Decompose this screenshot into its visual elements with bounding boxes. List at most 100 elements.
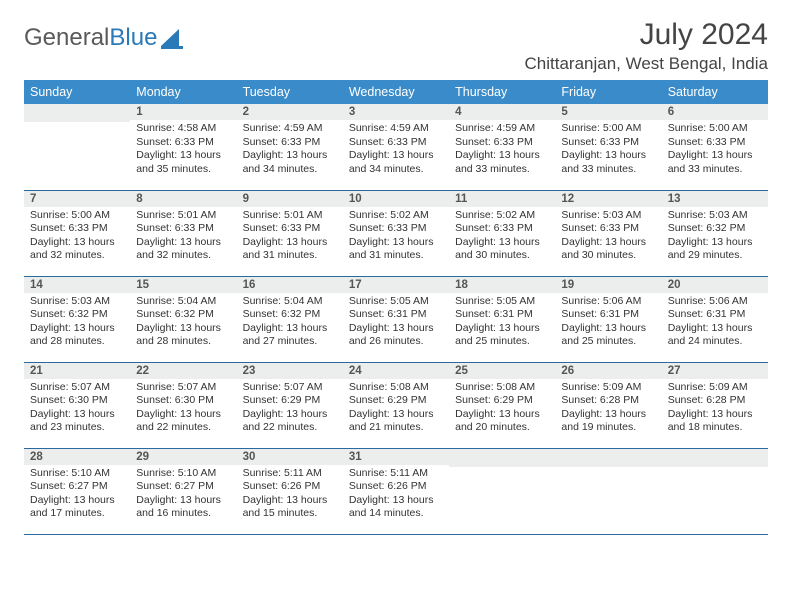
day-details: Sunrise: 5:01 AMSunset: 6:33 PMDaylight:…: [237, 207, 343, 268]
day-details: Sunrise: 5:11 AMSunset: 6:26 PMDaylight:…: [237, 465, 343, 526]
weekday-header: Wednesday: [343, 80, 449, 104]
daylight-line: Daylight: 13 hours and 18 minutes.: [668, 408, 762, 435]
calendar-day-cell: 10Sunrise: 5:02 AMSunset: 6:33 PMDayligh…: [343, 190, 449, 276]
day-number: 6: [662, 104, 768, 120]
day-details: Sunrise: 5:05 AMSunset: 6:31 PMDaylight:…: [343, 293, 449, 354]
month-title: July 2024: [525, 18, 769, 52]
day-number: 12: [555, 191, 661, 207]
calendar-body: 1Sunrise: 4:58 AMSunset: 6:33 PMDaylight…: [24, 104, 768, 534]
sunrise-line: Sunrise: 4:59 AM: [243, 122, 337, 136]
weekday-header: Sunday: [24, 80, 130, 104]
daylight-line: Daylight: 13 hours and 14 minutes.: [349, 494, 443, 521]
daylight-line: Daylight: 13 hours and 21 minutes.: [349, 408, 443, 435]
sunset-line: Sunset: 6:31 PM: [349, 308, 443, 322]
calendar-day-cell: 3Sunrise: 4:59 AMSunset: 6:33 PMDaylight…: [343, 104, 449, 190]
day-details: Sunrise: 5:08 AMSunset: 6:29 PMDaylight:…: [449, 379, 555, 440]
sunset-line: Sunset: 6:33 PM: [30, 222, 124, 236]
calendar-day-cell: 2Sunrise: 4:59 AMSunset: 6:33 PMDaylight…: [237, 104, 343, 190]
sunrise-line: Sunrise: 5:01 AM: [243, 209, 337, 223]
calendar-day-cell: 18Sunrise: 5:05 AMSunset: 6:31 PMDayligh…: [449, 276, 555, 362]
day-number: 2: [237, 104, 343, 120]
calendar-day-cell: 14Sunrise: 5:03 AMSunset: 6:32 PMDayligh…: [24, 276, 130, 362]
day-details: Sunrise: 4:59 AMSunset: 6:33 PMDaylight:…: [237, 120, 343, 181]
daylight-line: Daylight: 13 hours and 20 minutes.: [455, 408, 549, 435]
sunset-line: Sunset: 6:32 PM: [30, 308, 124, 322]
daylight-line: Daylight: 13 hours and 30 minutes.: [561, 236, 655, 263]
day-number: 14: [24, 277, 130, 293]
calendar-table: SundayMondayTuesdayWednesdayThursdayFrid…: [24, 80, 768, 535]
calendar-day-cell: 29Sunrise: 5:10 AMSunset: 6:27 PMDayligh…: [130, 448, 236, 534]
sunrise-line: Sunrise: 5:00 AM: [30, 209, 124, 223]
day-number: 25: [449, 363, 555, 379]
calendar-day-cell: 6Sunrise: 5:00 AMSunset: 6:33 PMDaylight…: [662, 104, 768, 190]
day-details: Sunrise: 5:07 AMSunset: 6:30 PMDaylight:…: [24, 379, 130, 440]
daylight-line: Daylight: 13 hours and 32 minutes.: [136, 236, 230, 263]
day-details: Sunrise: 5:03 AMSunset: 6:33 PMDaylight:…: [555, 207, 661, 268]
weekday-header: Saturday: [662, 80, 768, 104]
daylight-line: Daylight: 13 hours and 33 minutes.: [561, 149, 655, 176]
sunrise-line: Sunrise: 5:02 AM: [455, 209, 549, 223]
sunrise-line: Sunrise: 5:05 AM: [349, 295, 443, 309]
sunrise-line: Sunrise: 5:10 AM: [30, 467, 124, 481]
sunset-line: Sunset: 6:33 PM: [668, 136, 762, 150]
sunset-line: Sunset: 6:31 PM: [455, 308, 549, 322]
day-number: 4: [449, 104, 555, 120]
sunset-line: Sunset: 6:32 PM: [668, 222, 762, 236]
daylight-line: Daylight: 13 hours and 31 minutes.: [243, 236, 337, 263]
sunrise-line: Sunrise: 5:02 AM: [349, 209, 443, 223]
sunrise-line: Sunrise: 5:06 AM: [668, 295, 762, 309]
day-details: Sunrise: 5:10 AMSunset: 6:27 PMDaylight:…: [24, 465, 130, 526]
daylight-line: Daylight: 13 hours and 33 minutes.: [668, 149, 762, 176]
day-details: Sunrise: 5:05 AMSunset: 6:31 PMDaylight:…: [449, 293, 555, 354]
sunset-line: Sunset: 6:26 PM: [349, 480, 443, 494]
calendar-day-cell: 23Sunrise: 5:07 AMSunset: 6:29 PMDayligh…: [237, 362, 343, 448]
day-details: Sunrise: 5:00 AMSunset: 6:33 PMDaylight:…: [555, 120, 661, 181]
day-number: 27: [662, 363, 768, 379]
sunset-line: Sunset: 6:28 PM: [561, 394, 655, 408]
day-number: 29: [130, 449, 236, 465]
day-details: Sunrise: 5:07 AMSunset: 6:29 PMDaylight:…: [237, 379, 343, 440]
day-number: 31: [343, 449, 449, 465]
day-details: Sunrise: 5:11 AMSunset: 6:26 PMDaylight:…: [343, 465, 449, 526]
calendar-day-cell: 28Sunrise: 5:10 AMSunset: 6:27 PMDayligh…: [24, 448, 130, 534]
daylight-line: Daylight: 13 hours and 34 minutes.: [243, 149, 337, 176]
daylight-line: Daylight: 13 hours and 25 minutes.: [561, 322, 655, 349]
weekday-header: Thursday: [449, 80, 555, 104]
daylight-line: Daylight: 13 hours and 31 minutes.: [349, 236, 443, 263]
calendar-day-cell: 15Sunrise: 5:04 AMSunset: 6:32 PMDayligh…: [130, 276, 236, 362]
sunrise-line: Sunrise: 5:09 AM: [561, 381, 655, 395]
daylight-line: Daylight: 13 hours and 35 minutes.: [136, 149, 230, 176]
sunrise-line: Sunrise: 5:06 AM: [561, 295, 655, 309]
sunset-line: Sunset: 6:33 PM: [243, 222, 337, 236]
day-number: 7: [24, 191, 130, 207]
logo-text-gray: General: [24, 24, 109, 52]
calendar-day-cell: 31Sunrise: 5:11 AMSunset: 6:26 PMDayligh…: [343, 448, 449, 534]
sunset-line: Sunset: 6:33 PM: [243, 136, 337, 150]
empty-daynum: [555, 449, 661, 467]
calendar-day-cell: 21Sunrise: 5:07 AMSunset: 6:30 PMDayligh…: [24, 362, 130, 448]
sunrise-line: Sunrise: 4:59 AM: [349, 122, 443, 136]
empty-daynum: [449, 449, 555, 467]
day-details: Sunrise: 5:06 AMSunset: 6:31 PMDaylight:…: [662, 293, 768, 354]
daylight-line: Daylight: 13 hours and 28 minutes.: [30, 322, 124, 349]
daylight-line: Daylight: 13 hours and 29 minutes.: [668, 236, 762, 263]
day-number: 28: [24, 449, 130, 465]
calendar-empty-cell: [662, 448, 768, 534]
sunrise-line: Sunrise: 5:08 AM: [349, 381, 443, 395]
day-number: 17: [343, 277, 449, 293]
sunrise-line: Sunrise: 5:09 AM: [668, 381, 762, 395]
sunrise-line: Sunrise: 5:11 AM: [349, 467, 443, 481]
calendar-day-cell: 8Sunrise: 5:01 AMSunset: 6:33 PMDaylight…: [130, 190, 236, 276]
day-number: 16: [237, 277, 343, 293]
sunrise-line: Sunrise: 5:01 AM: [136, 209, 230, 223]
day-number: 24: [343, 363, 449, 379]
sunrise-line: Sunrise: 5:11 AM: [243, 467, 337, 481]
day-details: Sunrise: 5:08 AMSunset: 6:29 PMDaylight:…: [343, 379, 449, 440]
empty-daynum: [24, 104, 130, 122]
daylight-line: Daylight: 13 hours and 25 minutes.: [455, 322, 549, 349]
calendar-week-row: 1Sunrise: 4:58 AMSunset: 6:33 PMDaylight…: [24, 104, 768, 190]
day-number: 26: [555, 363, 661, 379]
sunset-line: Sunset: 6:33 PM: [136, 222, 230, 236]
day-details: Sunrise: 5:07 AMSunset: 6:30 PMDaylight:…: [130, 379, 236, 440]
calendar-day-cell: 27Sunrise: 5:09 AMSunset: 6:28 PMDayligh…: [662, 362, 768, 448]
